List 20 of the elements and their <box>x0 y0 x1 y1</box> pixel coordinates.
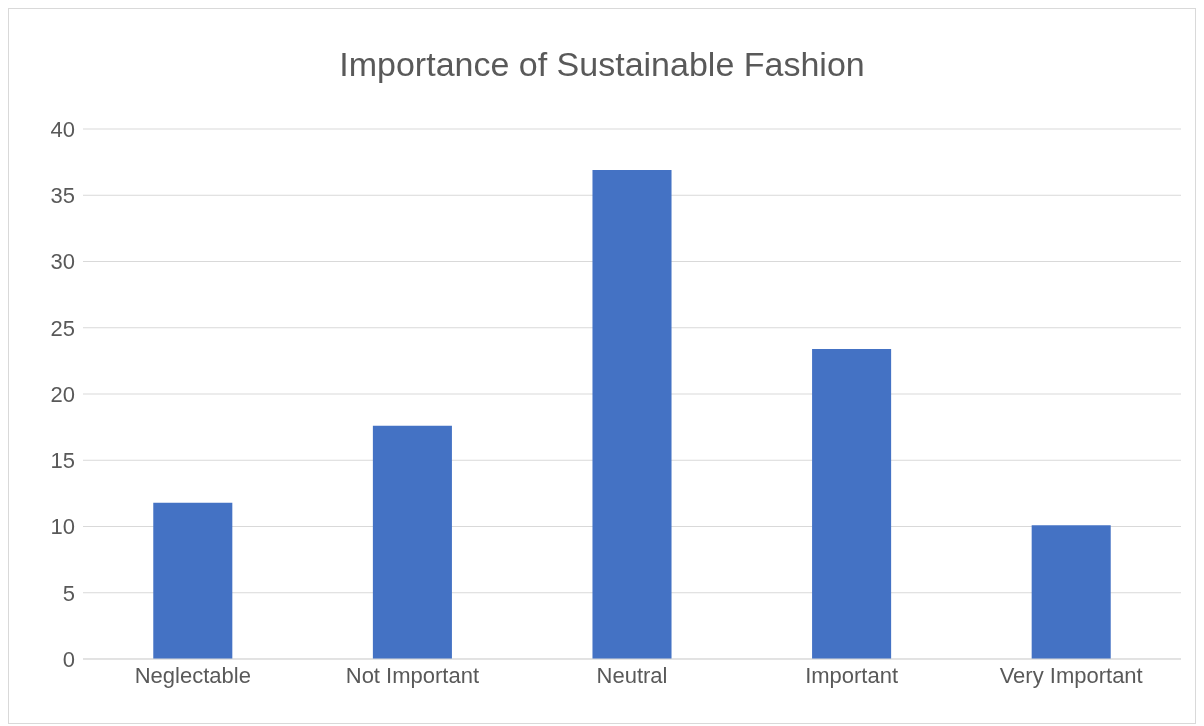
bar <box>812 348 892 659</box>
y-tick-label: 10 <box>50 514 75 540</box>
x-tick-label: Very Important <box>999 662 1143 688</box>
bar <box>153 502 233 659</box>
y-tick-label: 5 <box>62 580 75 606</box>
y-tick-label: 30 <box>50 249 75 275</box>
x-tick-label: Neglectable <box>134 662 251 688</box>
y-tick-label: 20 <box>50 381 75 407</box>
y-tick-label: 25 <box>50 315 75 341</box>
y-tick-label: 0 <box>62 646 75 672</box>
y-tick-label: 40 <box>50 116 75 142</box>
bar <box>372 425 452 659</box>
bar <box>592 170 672 659</box>
bar <box>1031 525 1111 659</box>
x-tick-label: Neutral <box>596 662 668 688</box>
y-tick-label: 15 <box>50 448 75 474</box>
chart-title: Importance of Sustainable Fashion <box>338 44 866 85</box>
y-tick-label: 35 <box>50 183 75 209</box>
x-tick-label: Important <box>805 662 899 688</box>
x-tick-label: Not Important <box>345 662 480 688</box>
